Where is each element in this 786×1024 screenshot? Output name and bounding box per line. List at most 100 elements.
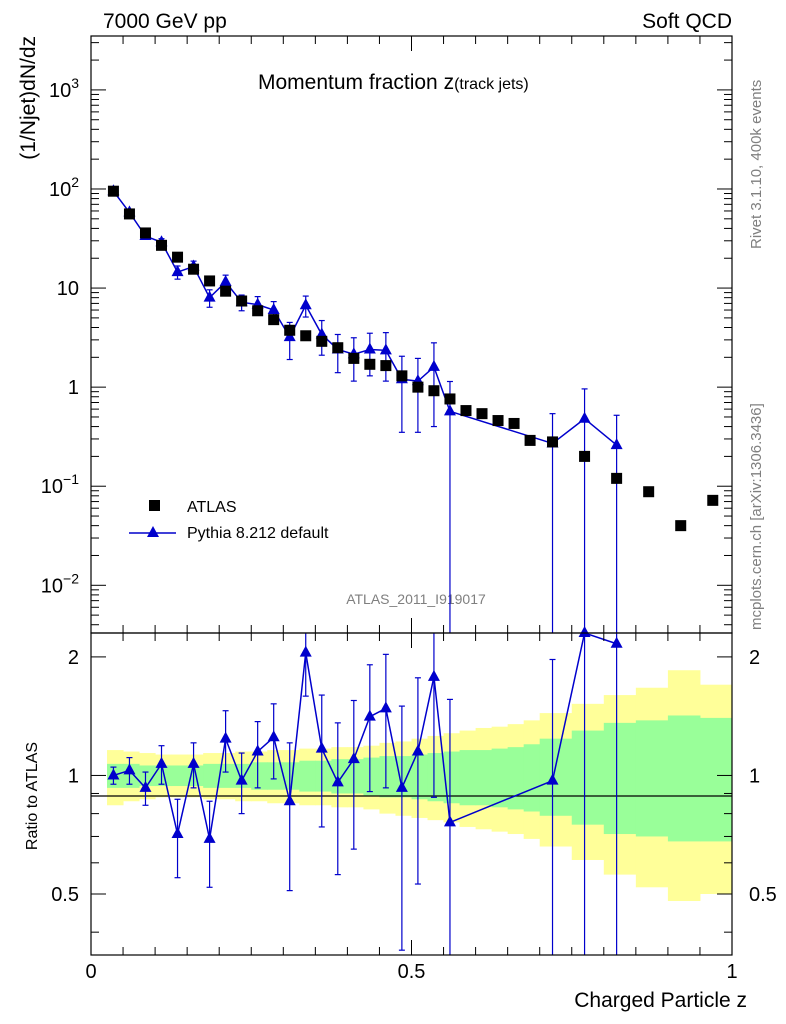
mc-point (203, 290, 216, 302)
ratio-point (443, 815, 456, 827)
mc-point (299, 298, 312, 310)
main-y-tick-label: 10−2 (41, 570, 79, 597)
band-inner (363, 757, 380, 796)
band-inner (155, 765, 172, 787)
main-panel: 10−2 10−1 1 10 102 103 ATLAS_2011_I919017 Mom… (17, 35, 733, 634)
legend-marker-atlas (149, 500, 160, 511)
ratio-point (411, 744, 424, 756)
band-inner (459, 750, 477, 806)
band-inner (267, 762, 284, 790)
band-inner (347, 759, 364, 794)
main-title-sub: (track jets) (454, 76, 529, 93)
band-inner (523, 744, 541, 812)
band-inner (283, 762, 300, 790)
mc-point (578, 411, 591, 423)
ratio-point (610, 636, 623, 648)
atlas-point (284, 324, 296, 336)
ratio-point (123, 763, 136, 775)
atlas-point (348, 352, 360, 364)
main-title-text: Momentum fraction z (258, 71, 454, 94)
band-inner (379, 756, 396, 798)
band-inner (139, 765, 156, 787)
ratio-y-tick-label: 1 (68, 765, 79, 787)
main-y-axis-label: (1/Njet)dN/dz (17, 36, 40, 160)
rivet-label: Rivet 3.1.10, 400k events (748, 80, 765, 249)
ratio-point (139, 780, 152, 792)
band-inner (299, 760, 316, 792)
ratio-point (235, 773, 248, 785)
band-inner (635, 720, 669, 837)
ratio-point (546, 773, 559, 785)
ratio-point (267, 730, 280, 742)
ratio-point (155, 756, 168, 768)
ratio-point (347, 752, 360, 764)
band-inner (203, 763, 220, 788)
band-inner (475, 750, 493, 806)
band-inner (331, 759, 348, 794)
atlas-point (139, 227, 151, 239)
atlas-point (172, 251, 184, 263)
mc-point (610, 438, 623, 450)
ratio-point (379, 701, 392, 713)
mc-point (443, 404, 456, 416)
x-tick-label: 0.5 (398, 961, 426, 983)
main-y-tick-label: 10 (57, 278, 79, 300)
atlas-point (236, 295, 248, 307)
legend: ATLAS Pythia 8.212 default (129, 499, 329, 542)
band-inner (251, 762, 268, 790)
legend-marker-pythia (147, 526, 159, 537)
ratio-y-tick-label-right: 0.5 (749, 884, 777, 906)
legend-label-pythia: Pythia 8.212 default (187, 525, 329, 542)
ratio-y-tick-label: 2 (68, 647, 79, 669)
main-title: Momentum fraction z(track jets) (258, 71, 529, 94)
band-inner (491, 748, 509, 808)
band-inner (427, 753, 445, 802)
ratio-point (187, 756, 200, 768)
band-inner (699, 717, 733, 842)
atlas-point (268, 314, 280, 326)
ratio-point (203, 831, 216, 843)
mcplots-label: mcplots.cern.ch [arXiv:1306.3436] (748, 403, 765, 630)
x-tick-label: 0 (85, 961, 96, 983)
ratio-frame (90, 632, 733, 956)
atlas-point (123, 208, 135, 220)
ratio-point (283, 794, 296, 806)
atlas-point (107, 185, 119, 197)
ratio-panel: 0.5 0.5 1 1 2 2 0 0.5 1 Ratio to ATLAS Charged P… (24, 626, 777, 1012)
atlas-point (579, 450, 591, 462)
band-inner (603, 722, 637, 835)
ratio-point (219, 731, 232, 743)
atlas-point (380, 360, 392, 372)
band-inner (315, 760, 332, 792)
atlas-point (476, 408, 488, 420)
mc-point (267, 303, 280, 315)
atlas-point (204, 275, 216, 287)
ratio-y-tick-label-right: 1 (749, 765, 760, 787)
mc-line (112, 190, 618, 446)
ratio-point (251, 744, 264, 756)
main-y-tick-label: 1 (68, 377, 79, 399)
main-frame (90, 35, 733, 634)
atlas-point (707, 494, 719, 506)
atlas-point (675, 520, 687, 532)
atlas-point (364, 358, 376, 370)
mc-point (315, 327, 328, 339)
ratio-point (171, 827, 184, 839)
ratio-point (299, 645, 312, 657)
x-tick-label: 1 (726, 961, 737, 983)
atlas-point (332, 342, 344, 354)
atlas-point (412, 381, 424, 393)
x-axis-label: Charged Particle z (574, 989, 747, 1012)
legend-label-atlas: ATLAS (187, 499, 237, 516)
mc-point (171, 265, 184, 277)
band-inner (219, 763, 236, 788)
band-inner (571, 730, 605, 825)
ratio-point (395, 780, 408, 792)
atlas-point (220, 285, 232, 297)
main-y-tick-label: 10−1 (41, 471, 79, 498)
atlas-point (252, 305, 264, 317)
main-y-tick-label: 102 (49, 174, 79, 201)
ratio-point (107, 768, 120, 780)
atlas-point (524, 434, 536, 446)
ratio-y-tick-label: 0.5 (51, 884, 79, 906)
